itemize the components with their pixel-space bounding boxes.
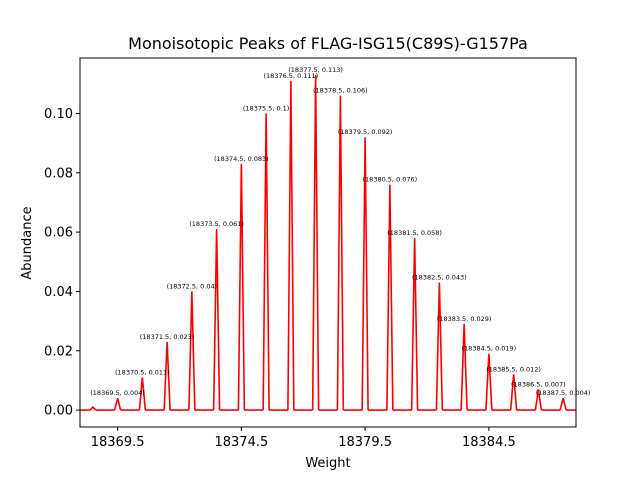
peak-mark	[534, 389, 543, 411]
peak-mark	[435, 282, 444, 411]
peak-data-label: (18379.5, 0.092)	[338, 128, 393, 136]
peak-data-label: (18381.5, 0.058)	[387, 229, 442, 237]
peak-data-label: (18387.5, 0.004)	[536, 389, 591, 397]
peak-mark	[163, 341, 171, 411]
peak-data-label: (18386.5, 0.007)	[511, 380, 566, 388]
peak-mark	[410, 238, 419, 411]
y-tick-label: 0.08	[44, 166, 73, 181]
peak-mark	[311, 74, 320, 411]
peak-mark	[113, 398, 122, 411]
peak-data-label: (18377.5, 0.113)	[288, 66, 343, 74]
peak-mark	[138, 377, 147, 411]
peak-labels: (18369.5, 0.004) (18370.5, 0.011) (18371.5…	[90, 66, 590, 397]
peak-mark	[460, 324, 468, 411]
peak-data-label: (18370.5, 0.011)	[115, 368, 170, 376]
peak-mark	[89, 405, 97, 411]
peak-data-label: (18385.5, 0.012)	[486, 365, 541, 373]
peak-data-label: (18374.5, 0.083)	[214, 155, 269, 163]
peak-mark	[237, 163, 246, 411]
peak-data-label: (18373.5, 0.061)	[189, 220, 244, 228]
peak-data-label: (18380.5, 0.076)	[363, 176, 418, 184]
plot-frame	[79, 57, 577, 428]
peak-data-label: (18378.5, 0.106)	[313, 87, 368, 95]
peak-mark	[559, 398, 567, 411]
x-tick-label: 18384.5	[462, 435, 516, 450]
peak-data-label: (18376.5, 0.111)	[264, 72, 319, 80]
peak-data-label: (18384.5, 0.019)	[462, 345, 517, 353]
y-axis: 0.00 0.02 0.04 0.06 0.08 0.10	[44, 107, 80, 419]
peak-data-label: (18382.5, 0.043)	[412, 274, 467, 282]
x-axis: 18369.5 18374.5 18379.5 18384.5	[91, 427, 516, 450]
peak-mark	[361, 137, 369, 411]
plot-area	[80, 74, 576, 411]
y-tick-label: 0.04	[44, 285, 73, 300]
peak-data-label: (18372.5, 0.04)	[167, 282, 218, 290]
y-tick-label: 0.02	[44, 344, 73, 359]
y-tick-label: 0.06	[44, 226, 73, 241]
peak-data-label: (18369.5, 0.004)	[90, 389, 145, 397]
peak-mark	[485, 353, 493, 411]
series-marks	[80, 74, 576, 411]
y-axis-label: Abundance	[20, 206, 35, 279]
peak-mark	[262, 113, 270, 411]
peak-mark	[336, 95, 345, 411]
x-tick-label: 18374.5	[214, 435, 268, 450]
peak-mark	[509, 374, 518, 411]
peak-data-label: (18371.5, 0.023)	[140, 333, 195, 341]
peak-mark	[212, 229, 221, 411]
peak-data-label: (18375.5, 0.1)	[243, 104, 289, 112]
y-tick-label: 0.00	[44, 404, 73, 419]
y-tick-label: 0.10	[44, 107, 73, 122]
peak-mark	[188, 291, 196, 411]
x-tick-label: 18369.5	[91, 435, 145, 450]
x-axis-label: Weight	[305, 456, 350, 471]
x-tick-label: 18379.5	[338, 435, 392, 450]
chart-title: Monoisotopic Peaks of FLAG-ISG15(C89S)-G…	[128, 34, 528, 53]
peak-mark	[287, 80, 295, 411]
peak-data-label: (18383.5, 0.029)	[437, 315, 492, 323]
peak-mark	[386, 184, 394, 411]
